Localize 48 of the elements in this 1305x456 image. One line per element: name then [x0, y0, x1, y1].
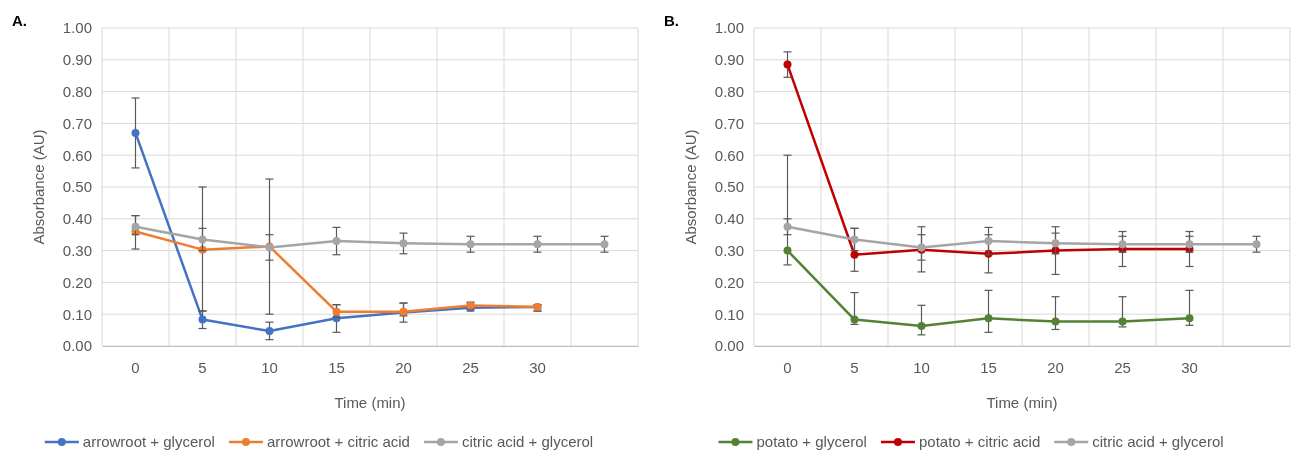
x-tick-label: 10 [261, 358, 278, 376]
x-tick-label: 15 [980, 358, 997, 376]
y-tick-label: 0.70 [62, 114, 92, 132]
x-tick-label: 5 [850, 358, 859, 376]
x-tick-label: 25 [462, 358, 479, 376]
y-tick-label: 0.30 [714, 241, 744, 259]
x-tick-label: 20 [395, 358, 412, 376]
x-axis-title: Time (min) [334, 394, 406, 411]
x-axis-title: Time (min) [986, 394, 1058, 411]
y-tick-label: 0.10 [714, 305, 744, 323]
y-tick-label: 0.40 [714, 210, 744, 228]
x-tick-label: 20 [1047, 358, 1064, 376]
y-tick-label: 0.80 [714, 82, 744, 100]
y-tick-label: 0.70 [714, 114, 744, 132]
y-tick-label: 0.00 [714, 337, 744, 355]
y-tick-label: 0.00 [62, 337, 92, 355]
x-tick-label: 30 [529, 358, 546, 376]
y-tick-label: 0.80 [62, 82, 92, 100]
y-tick-label: 0.90 [62, 51, 92, 69]
y-tick-label: 0.50 [714, 178, 744, 196]
y-tick-label: 0.90 [714, 51, 744, 69]
chart-title: B. [664, 12, 679, 29]
y-tick-label: 1.00 [62, 19, 92, 37]
x-tick-label: 5 [198, 358, 207, 376]
chart-title: A. [12, 12, 27, 29]
x-tick-label: 30 [1181, 358, 1198, 376]
x-tick-label: 10 [913, 358, 930, 376]
y-tick-label: 0.20 [714, 273, 744, 291]
y-tick-label: 0.30 [62, 241, 92, 259]
y-tick-label: 0.10 [62, 305, 92, 323]
legend-label: arrowroot + glycerol [82, 433, 215, 451]
legend-label: citric acid + glycerol [1092, 433, 1224, 451]
y-tick-label: 1.00 [714, 19, 744, 37]
y-tick-label: 0.60 [62, 146, 92, 164]
x-tick-label: 0 [131, 358, 140, 376]
x-tick-label: 25 [1114, 358, 1131, 376]
y-tick-label: 0.40 [62, 210, 92, 228]
y-axis-title: Absorbance (AU) [682, 129, 699, 245]
y-tick-label: 0.20 [62, 273, 92, 291]
y-tick-label: 0.60 [714, 146, 744, 164]
x-tick-label: 15 [328, 358, 345, 376]
legend-label: arrowroot + citric acid [266, 433, 410, 451]
legend-label: potato + citric acid [918, 433, 1041, 451]
legend-label: citric acid + glycerol [461, 433, 594, 451]
x-tick-label: 0 [783, 358, 792, 376]
y-axis-title: Absorbance (AU) [30, 129, 47, 245]
legend-label: potato + glycerol [756, 433, 867, 451]
y-tick-label: 0.50 [62, 178, 92, 196]
